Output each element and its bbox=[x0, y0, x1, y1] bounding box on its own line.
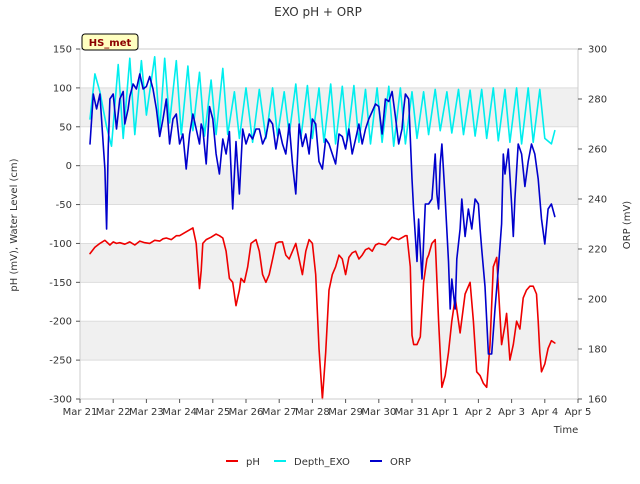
series-line-orp bbox=[89, 73, 556, 355]
series-layer bbox=[89, 55, 556, 400]
x-tick-label: Mar 24 bbox=[162, 407, 197, 418]
x-tick-label: Mar 28 bbox=[295, 407, 330, 418]
x-tick-label: Mar 30 bbox=[361, 407, 396, 418]
legend-label-depth-exo: Depth_EXO bbox=[294, 457, 350, 468]
y-left-tick-label: -50 bbox=[56, 200, 72, 211]
plot-band bbox=[80, 321, 578, 361]
plot-band bbox=[80, 360, 578, 399]
legend-label-ph: pH bbox=[246, 457, 260, 468]
y-right-tick-label: 160 bbox=[588, 395, 607, 406]
y-right-tick-label: 200 bbox=[588, 295, 607, 306]
legend: pH Depth_EXO ORP bbox=[226, 457, 411, 468]
series-line-depth-exo bbox=[89, 55, 556, 147]
x-tick-label: Mar 31 bbox=[395, 407, 430, 418]
y-right-tick-label: 260 bbox=[588, 145, 607, 156]
series-line-ph bbox=[89, 227, 556, 400]
x-tick-label: Apr 4 bbox=[531, 407, 558, 418]
y-axis-left-title: pH (mV), Water Level (cm) bbox=[9, 158, 20, 291]
x-tick-label: Mar 29 bbox=[328, 407, 363, 418]
x-tick-label: Mar 22 bbox=[96, 407, 131, 418]
x-axis-title: Time bbox=[553, 425, 578, 436]
station-badge-box bbox=[81, 33, 139, 51]
station-badge: HS_met bbox=[81, 33, 139, 51]
x-tick-label: Mar 21 bbox=[63, 407, 98, 418]
y-right-tick-label: 280 bbox=[588, 95, 607, 106]
legend-label-orp: ORP bbox=[390, 457, 411, 468]
y-left-tick-label: 0 bbox=[66, 161, 72, 172]
chart-title: EXO pH + ORP bbox=[274, 5, 362, 19]
y-left-tick-label: 50 bbox=[59, 122, 72, 133]
plot-bands bbox=[80, 49, 578, 399]
x-tick-label: Apr 3 bbox=[498, 407, 525, 418]
plot-frame bbox=[79, 48, 579, 400]
x-tick-label: Mar 27 bbox=[262, 407, 297, 418]
x-tick-label: Mar 23 bbox=[129, 407, 164, 418]
y-right-tick-label: 300 bbox=[588, 45, 607, 56]
y-right-tick-label: 220 bbox=[588, 245, 607, 256]
plot-band bbox=[80, 243, 578, 283]
y-right-tick-label: 180 bbox=[588, 345, 607, 356]
station-badge-label: HS_met bbox=[89, 38, 132, 49]
y-left-tick-label: -200 bbox=[49, 317, 72, 328]
y-left-tick-label: -100 bbox=[49, 239, 72, 250]
y-left-tick-label: -300 bbox=[49, 395, 72, 406]
y-right-tick-label: 240 bbox=[588, 195, 607, 206]
x-tick-label: Mar 26 bbox=[229, 407, 264, 418]
y-left-tick-label: -250 bbox=[49, 356, 72, 367]
x-tick-label: Mar 25 bbox=[195, 407, 230, 418]
y-left-tick-label: 150 bbox=[53, 45, 72, 56]
plot-band bbox=[80, 204, 578, 244]
plot-band bbox=[80, 165, 578, 205]
x-tick-label: Apr 5 bbox=[565, 407, 592, 418]
y-left-tick-label: 100 bbox=[53, 83, 72, 94]
x-tick-label: Apr 2 bbox=[465, 407, 492, 418]
y-left-tick-label: -150 bbox=[49, 278, 72, 289]
y-axis-right-title: ORP (mV) bbox=[622, 201, 633, 250]
x-tick-label: Apr 1 bbox=[432, 407, 459, 418]
axes: 150 100 50 0 -50 -100 -150 -200 -250 -300 300 280 26… bbox=[49, 45, 607, 419]
